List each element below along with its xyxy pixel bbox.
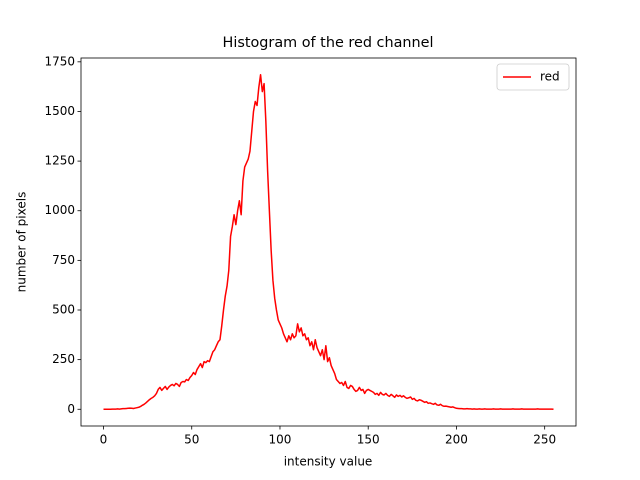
legend-box xyxy=(496,63,570,91)
legend-label: red xyxy=(540,70,560,84)
y-tick-label: 0 xyxy=(67,402,75,416)
y-axis-label: number of pixels xyxy=(15,192,29,293)
x-tick-label: 50 xyxy=(184,433,199,447)
x-tick-label: 200 xyxy=(445,433,468,447)
x-tick-label: 150 xyxy=(357,433,380,447)
y-tick-label: 1500 xyxy=(44,104,75,118)
y-tick-label: 1000 xyxy=(44,203,75,217)
chart-title: Histogram of the red channel xyxy=(223,35,434,51)
x-axis-label: intensity value xyxy=(284,455,373,469)
line-series xyxy=(103,73,554,411)
x-tick-label: 0 xyxy=(100,433,108,447)
plot-frame xyxy=(80,57,577,427)
x-tick-label: 250 xyxy=(533,433,556,447)
y-tick-label: 750 xyxy=(52,253,75,267)
x-tick-label: 100 xyxy=(269,433,292,447)
y-tick-label: 500 xyxy=(52,303,75,317)
y-tick-label: 1750 xyxy=(44,54,75,68)
y-tick-label: 250 xyxy=(52,352,75,366)
y-tick-label: 1250 xyxy=(44,154,75,168)
